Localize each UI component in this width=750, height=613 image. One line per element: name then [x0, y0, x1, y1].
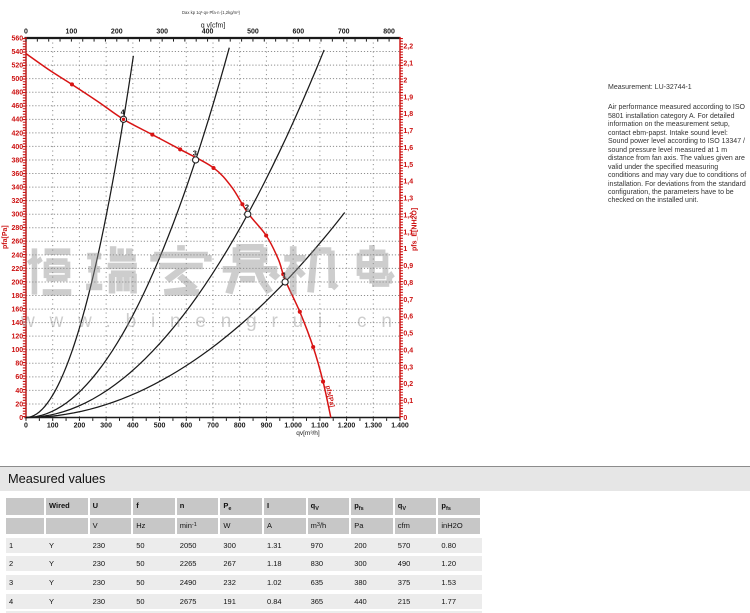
svg-text:800: 800: [234, 422, 246, 429]
svg-text:400: 400: [202, 29, 214, 36]
svg-text:3: 3: [193, 148, 197, 157]
svg-text:0: 0: [19, 415, 23, 422]
svg-text:220: 220: [12, 266, 24, 273]
svg-text:2,2: 2,2: [403, 44, 413, 51]
svg-text:1.200: 1.200: [338, 422, 356, 429]
svg-text:480: 480: [12, 90, 24, 97]
svg-text:300: 300: [156, 29, 168, 36]
svg-text:1.000: 1.000: [284, 422, 302, 429]
svg-text:0: 0: [24, 422, 28, 429]
svg-text:1,1: 1,1: [403, 229, 413, 236]
svg-text:1: 1: [282, 270, 286, 279]
svg-text:120: 120: [12, 334, 24, 341]
svg-text:100: 100: [47, 422, 59, 429]
svg-text:0: 0: [403, 415, 407, 422]
svg-text:1,8: 1,8: [403, 111, 413, 118]
svg-text:280: 280: [12, 225, 24, 232]
svg-text:1,5: 1,5: [403, 162, 413, 169]
svg-text:40: 40: [15, 388, 23, 395]
svg-text:q v[cfm]: q v[cfm]: [201, 23, 226, 30]
svg-text:1.400: 1.400: [391, 422, 409, 429]
svg-text:560: 560: [12, 35, 24, 42]
svg-text:340: 340: [12, 184, 24, 191]
svg-text:320: 320: [12, 198, 24, 205]
svg-text:1: 1: [403, 246, 407, 253]
svg-text:200: 200: [74, 422, 86, 429]
svg-text:0,3: 0,3: [403, 364, 413, 371]
svg-text:80: 80: [15, 361, 23, 368]
svg-text:180: 180: [12, 293, 24, 300]
svg-text:0,6: 0,6: [403, 314, 413, 321]
svg-text:2,1: 2,1: [403, 61, 413, 68]
svg-text:100: 100: [66, 29, 78, 36]
svg-text:440: 440: [12, 117, 24, 124]
svg-text:500: 500: [154, 422, 166, 429]
svg-text:1,7: 1,7: [403, 128, 413, 135]
svg-text:1,9: 1,9: [403, 94, 413, 101]
svg-text:1,2: 1,2: [403, 212, 413, 219]
svg-text:800: 800: [383, 29, 395, 36]
svg-text:Dax kp 1q³·qv·Pfa·n·(1,2kg/m³): Dax kp 1q³·qv·Pfa·n·(1,2kg/m³): [182, 10, 241, 15]
svg-text:260: 260: [12, 239, 24, 246]
svg-text:0,7: 0,7: [403, 297, 413, 304]
svg-text:300: 300: [100, 422, 112, 429]
svg-text:160: 160: [12, 306, 24, 313]
svg-text:600: 600: [180, 422, 192, 429]
svg-text:240: 240: [12, 252, 24, 259]
svg-text:0,5: 0,5: [403, 331, 413, 338]
svg-text:420: 420: [12, 130, 24, 137]
svg-text:60: 60: [15, 374, 23, 381]
svg-text:0,9: 0,9: [403, 263, 413, 270]
svg-text:600: 600: [292, 29, 304, 36]
svg-text:pfa[Pa]: pfa[Pa]: [2, 225, 9, 249]
svg-text:pfs_E[NH2O]: pfs_E[NH2O]: [412, 208, 419, 251]
svg-text:4: 4: [121, 108, 126, 117]
svg-text:380: 380: [12, 157, 24, 164]
svg-text:0,2: 0,2: [403, 381, 413, 388]
svg-text:qv[m³/h]: qv[m³/h]: [296, 430, 320, 437]
svg-text:1,3: 1,3: [403, 196, 413, 203]
svg-text:500: 500: [12, 76, 24, 83]
svg-text:400: 400: [127, 422, 139, 429]
svg-text:300: 300: [12, 212, 24, 219]
svg-text:1.300: 1.300: [365, 422, 383, 429]
svg-text:700: 700: [338, 29, 350, 36]
svg-text:1,4: 1,4: [403, 179, 413, 186]
svg-text:1.100: 1.100: [311, 422, 329, 429]
svg-text:20: 20: [15, 401, 23, 408]
svg-text:0,1: 0,1: [403, 398, 413, 405]
svg-text:900: 900: [261, 422, 273, 429]
svg-text:pfs[Pa]: pfs[Pa]: [324, 385, 335, 408]
svg-text:1,6: 1,6: [403, 145, 413, 152]
svg-text:100: 100: [12, 347, 24, 354]
svg-text:520: 520: [12, 63, 24, 70]
svg-text:700: 700: [207, 422, 219, 429]
svg-text:2: 2: [245, 203, 249, 212]
svg-text:460: 460: [12, 103, 24, 110]
svg-text:2: 2: [403, 77, 407, 84]
svg-text:0,4: 0,4: [403, 347, 413, 354]
svg-text:0: 0: [24, 29, 28, 36]
svg-text:400: 400: [12, 144, 24, 151]
svg-text:200: 200: [111, 29, 123, 36]
svg-text:500: 500: [247, 29, 259, 36]
svg-text:0,8: 0,8: [403, 280, 413, 287]
svg-text:140: 140: [12, 320, 24, 327]
svg-text:360: 360: [12, 171, 24, 178]
svg-text:540: 540: [12, 49, 24, 56]
svg-text:200: 200: [12, 279, 24, 286]
